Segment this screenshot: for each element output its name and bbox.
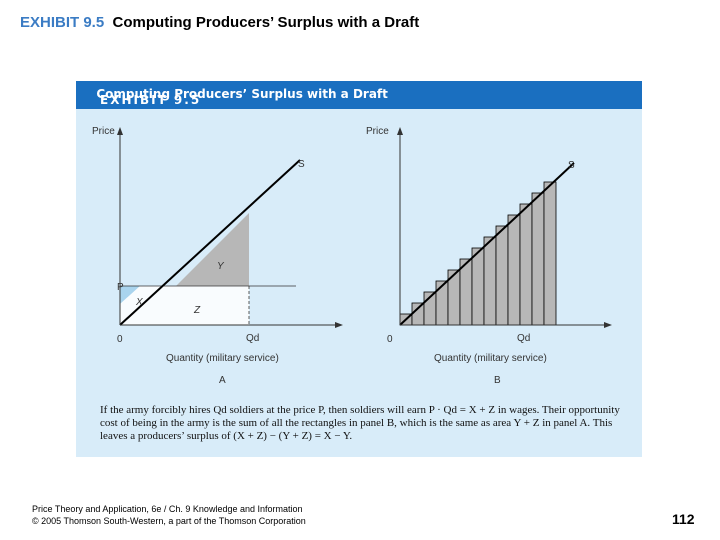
price-label-a: P [117, 282, 124, 293]
y-axis-a-arrow [117, 127, 123, 135]
exhibit-header-text: EXHIBIT 9.5 Computing Producers’ Surplus… [88, 87, 388, 107]
x-label-b: Quantity (military service) [434, 353, 547, 364]
exhibit-caption: If the army forcibly hires Qd soldiers a… [100, 404, 620, 442]
area-y [176, 213, 249, 286]
exhibit-header-title: Computing Producers’ Surplus with a Draf… [96, 87, 388, 101]
rectangle [507, 214, 521, 326]
rectangle [471, 247, 485, 326]
rectangle [411, 302, 425, 326]
panel-a: Price Quantity (military service) A 0 P … [92, 126, 343, 386]
area-x-label: X [135, 297, 143, 308]
rectangle [531, 192, 545, 326]
origin-label-a: 0 [117, 334, 123, 345]
supply-label-b: S [568, 160, 575, 171]
qd-label-b: Qd [517, 333, 530, 344]
area-y-label: Y [217, 261, 225, 272]
y-axis-b-arrow [397, 127, 403, 135]
panel-label-a: A [219, 375, 226, 386]
page-number: 112 [672, 511, 695, 527]
footer-line-2: © 2005 Thomson South-Western, a part of … [32, 516, 306, 526]
supply-diagram: Price Quantity (military service) A 0 P … [92, 126, 612, 386]
rectangle [435, 280, 449, 326]
y-label-b: Price [366, 126, 389, 137]
origin-label-b: 0 [387, 334, 393, 345]
exhibit-figure: EXHIBIT 9.5 Computing Producers’ Surplus… [76, 81, 642, 457]
x-axis-b-arrow [604, 322, 612, 328]
supply-curve-b [399, 162, 575, 326]
rectangle [459, 258, 473, 326]
slide-title-text: Computing Producers’ Surplus with a Draf… [112, 14, 420, 31]
rectangle [483, 236, 497, 326]
exhibit-header: EXHIBIT 9.5 Computing Producers’ Surplus… [76, 81, 642, 109]
exhibit-header-label: EXHIBIT 9.5 [100, 93, 202, 107]
x-label-a: Quantity (military service) [166, 353, 279, 364]
supply-label-a: S [298, 159, 305, 170]
qd-label-a: Qd [246, 333, 259, 344]
rectangles-group [399, 181, 557, 326]
rectangle [543, 181, 557, 326]
slide-title: EXHIBIT 9.5 Computing Producers’ Surplus… [20, 14, 419, 31]
rectangle [495, 225, 509, 326]
x-axis-a-arrow [335, 322, 343, 328]
slide-title-exhibit: EXHIBIT 9.5 [20, 14, 105, 31]
area-z-label: Z [193, 305, 201, 316]
y-label-a: Price [92, 126, 115, 137]
footer: Price Theory and Application, 6e / Ch. 9… [32, 503, 306, 527]
panel-label-b: B [494, 375, 501, 386]
supply-curve-a [119, 159, 301, 326]
rectangle [519, 203, 533, 326]
footer-line-1: Price Theory and Application, 6e / Ch. 9… [32, 504, 303, 514]
panel-b: Price Quantity (military service) B 0 Qd… [366, 126, 612, 386]
